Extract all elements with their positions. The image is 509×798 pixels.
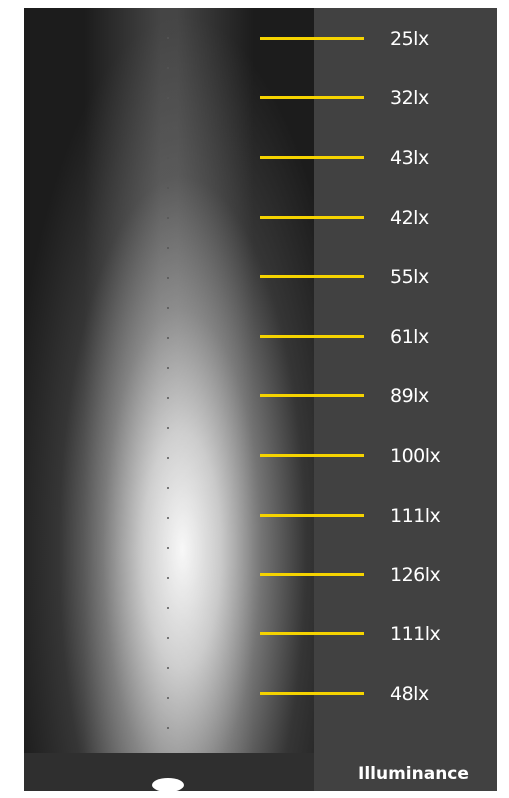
reading-marker [260,394,364,397]
axis-dot [167,127,169,129]
reading-marker [260,454,364,457]
reading-marker [260,335,364,338]
reading-value: 43lx [390,147,429,169]
axis-dot [167,67,169,69]
reading-marker [260,514,364,517]
axis-dot [167,547,169,549]
axis-dot [167,517,169,519]
reading-value: 100lx [390,445,441,467]
reading-row: 43lx [260,146,490,170]
reading-marker [260,156,364,159]
reading-marker [260,632,364,635]
reading-value: 25lx [390,28,429,50]
axis-dot [167,607,169,609]
reading-row: 111lx [260,622,490,646]
reading-marker [260,216,364,219]
axis-dot [167,307,169,309]
reading-value: 61lx [390,326,429,348]
axis-dot [167,637,169,639]
reading-marker [260,275,364,278]
reading-value: 48lx [390,683,429,705]
axis-dot [167,157,169,159]
axis-dot [167,97,169,99]
reading-marker [260,692,364,695]
axis-dot [167,397,169,399]
axis-dot [167,457,169,459]
reading-value: 42lx [390,207,429,229]
reading-value: 111lx [390,623,441,645]
reading-value: 111lx [390,505,441,527]
reading-row: 32lx [260,86,490,110]
reading-marker [260,573,364,576]
axis-dot [167,427,169,429]
axis-dot [167,217,169,219]
reading-row: 100lx [260,444,490,468]
light-beam [24,8,314,753]
reading-row: 89lx [260,384,490,408]
axis-dot [167,727,169,729]
reading-value: 55lx [390,266,429,288]
reading-value: 89lx [390,385,429,407]
illuminance-panel: 25lx 32lx 43lx 42lx 55lx 61lx 89lx 100lx… [24,8,497,791]
axis-dot [167,187,169,189]
axis-dot [167,337,169,339]
reading-row: 61lx [260,325,490,349]
legend-label: Illuminance [358,764,469,784]
reading-row: 55lx [260,265,490,289]
axis-dot [167,37,169,39]
reading-marker [260,37,364,40]
luminaire-icon [152,778,184,791]
axis-dot [167,487,169,489]
reading-row: 25lx [260,27,490,51]
axis-dot [167,697,169,699]
reading-marker [260,96,364,99]
axis-dot [167,367,169,369]
reading-row: 126lx [260,563,490,587]
axis-dot [167,277,169,279]
axis-dot [167,577,169,579]
reading-row: 42lx [260,206,490,230]
reading-value: 126lx [390,564,441,586]
axis-dot [167,247,169,249]
measurement-axis [167,8,169,753]
reading-row: 48lx [260,682,490,706]
reading-row: 111lx [260,504,490,528]
axis-dot [167,667,169,669]
reading-value: 32lx [390,87,429,109]
